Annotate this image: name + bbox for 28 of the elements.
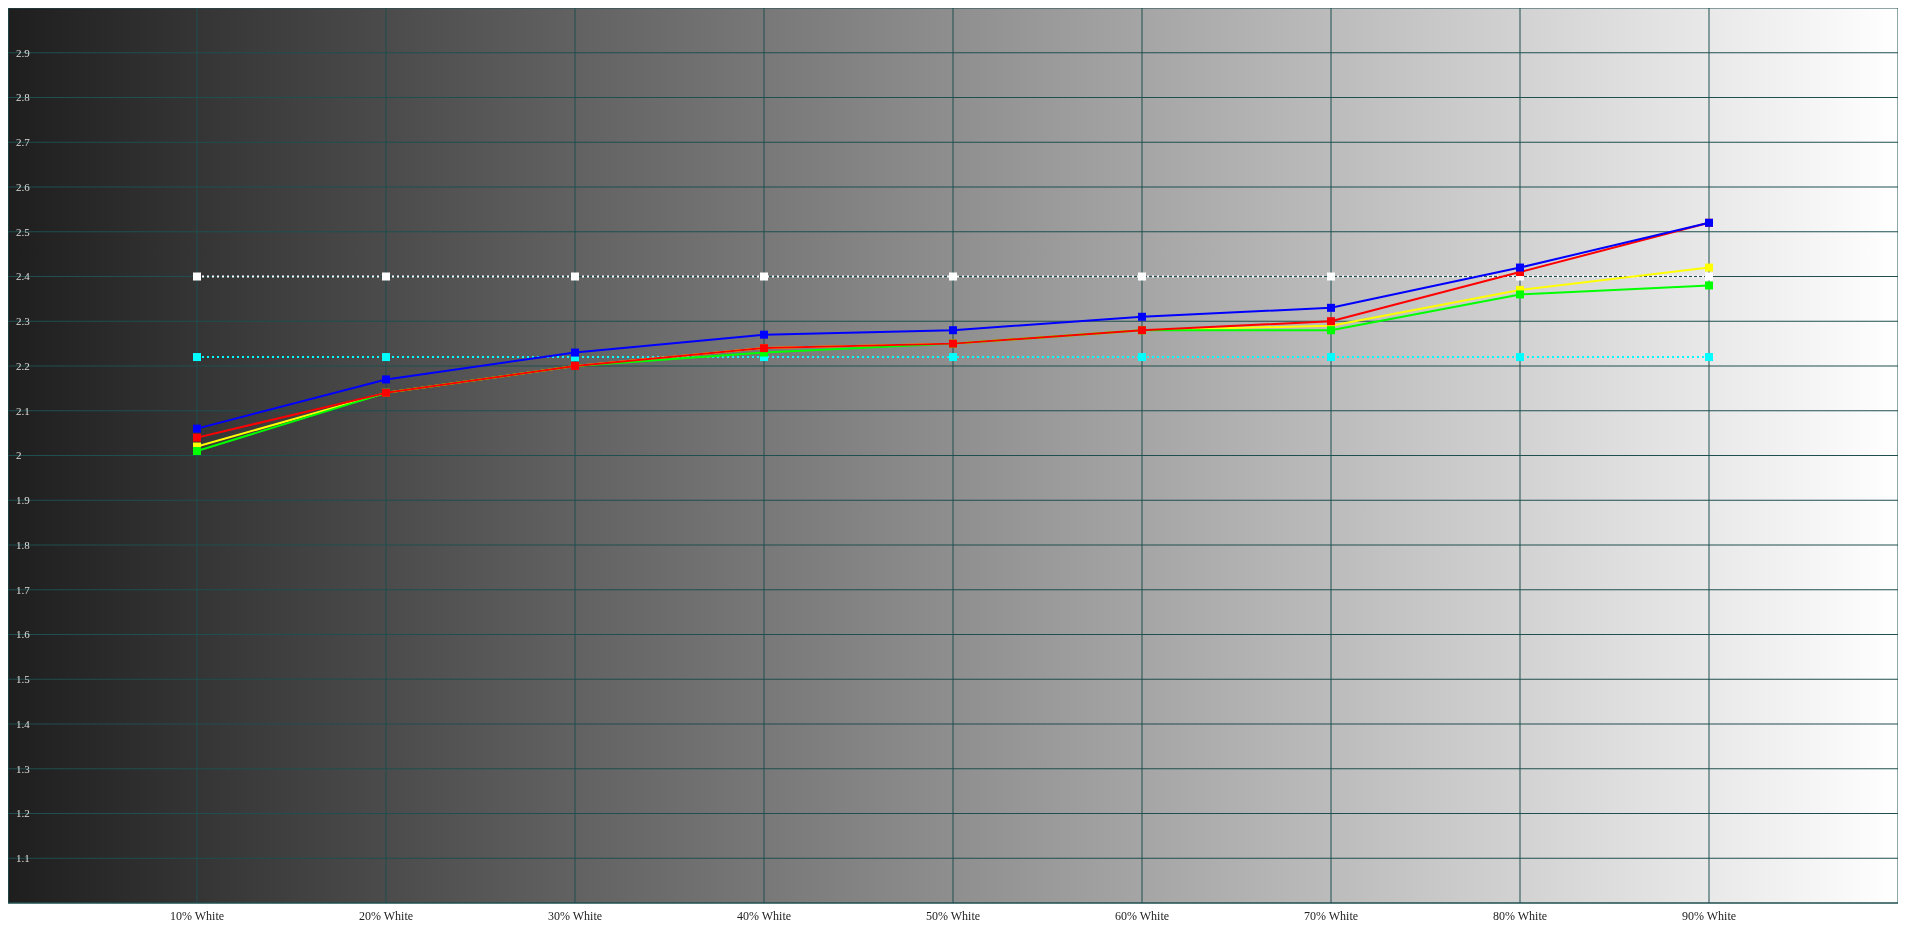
x-tick-label: 10% White bbox=[169, 908, 225, 923]
y-tick-label: 2.8 bbox=[16, 91, 31, 104]
x-tick-label: 50% White bbox=[925, 908, 981, 923]
x-tick-label: 30% White bbox=[547, 908, 603, 923]
x-tick-label: 90% White bbox=[1681, 908, 1737, 923]
y-tick-label: 1.6 bbox=[16, 628, 31, 641]
y-tick-label: 2.4 bbox=[16, 270, 31, 283]
x-tick-label: 80% White bbox=[1492, 908, 1548, 923]
y-tick-label: 1.9 bbox=[16, 494, 31, 507]
y-tick-label: 2 bbox=[16, 449, 22, 462]
x-tick-label: 60% White bbox=[1114, 908, 1170, 923]
x-tick-label: 20% White bbox=[358, 908, 414, 923]
y-tick-label: 1.4 bbox=[16, 717, 31, 730]
y-tick-label: 2.7 bbox=[16, 136, 31, 149]
y-tick-label: 2.3 bbox=[16, 315, 31, 328]
y-tick-label: 2.6 bbox=[16, 180, 31, 193]
y-tick-label: 1.7 bbox=[16, 583, 31, 596]
y-tick-label: 2.5 bbox=[16, 225, 31, 238]
x-tick-label: 40% White bbox=[736, 908, 792, 923]
y-tick-label: 2.2 bbox=[16, 359, 30, 372]
y-tick-label: 1.2 bbox=[16, 807, 30, 820]
y-tick-label: 1.5 bbox=[16, 673, 31, 686]
y-tick-label: 1.8 bbox=[16, 538, 31, 551]
x-tick-label: 70% White bbox=[1303, 908, 1359, 923]
y-tick-label: 1.3 bbox=[16, 762, 31, 775]
y-tick-label: 2.1 bbox=[16, 404, 30, 417]
y-tick-label: 1.1 bbox=[16, 852, 30, 865]
y-tick-label: 2.9 bbox=[16, 46, 31, 59]
